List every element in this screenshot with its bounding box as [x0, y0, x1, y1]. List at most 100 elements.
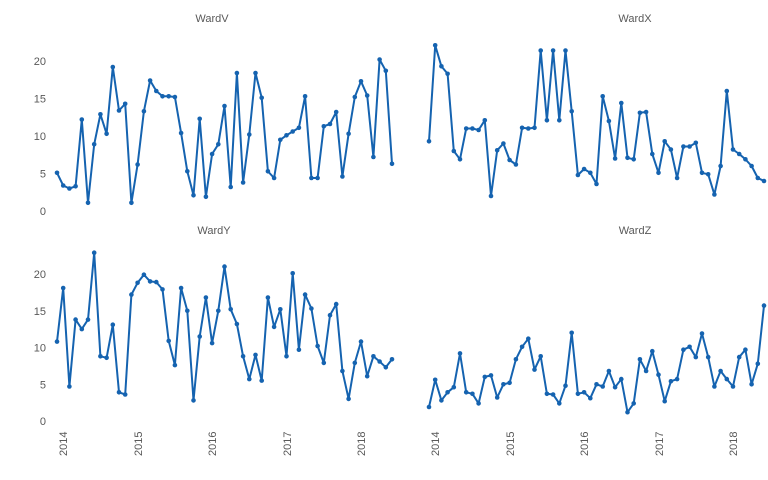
data-point-marker: [160, 287, 165, 292]
data-point-marker: [228, 307, 233, 312]
y-tick-label: 15: [34, 94, 46, 106]
data-point-marker: [687, 344, 692, 350]
data-point-marker: [705, 172, 711, 177]
data-point-marker: [383, 365, 389, 370]
data-point-marker: [563, 48, 568, 53]
y-tick-label: 10: [34, 343, 46, 355]
data-point-marker: [389, 161, 395, 167]
data-point-marker: [488, 373, 494, 378]
data-point-marker: [116, 390, 122, 395]
data-point-marker: [482, 118, 488, 123]
data-point-marker: [526, 336, 531, 342]
data-point-marker: [476, 401, 481, 406]
data-point-marker: [203, 295, 209, 300]
x-tick-label: 2014: [58, 432, 70, 456]
data-point-marker: [581, 166, 587, 172]
data-point-marker: [166, 94, 171, 99]
data-point-marker: [79, 117, 85, 122]
data-point-marker: [557, 401, 562, 406]
data-point-marker: [321, 124, 327, 129]
data-point-marker: [507, 380, 512, 386]
data-point-marker: [730, 147, 736, 152]
data-point-marker: [240, 354, 246, 359]
data-point-marker: [265, 295, 271, 300]
data-point-marker: [98, 354, 103, 359]
data-point-marker: [73, 317, 78, 322]
data-point-marker: [166, 338, 171, 344]
data-point-marker: [216, 308, 221, 314]
data-point-marker: [594, 382, 599, 387]
data-point-marker: [563, 383, 568, 389]
data-point-marker: [191, 398, 196, 403]
data-point-marker: [470, 126, 475, 131]
data-point-marker: [643, 109, 649, 115]
y-tick-label: 20: [34, 56, 46, 68]
data-point-marker: [172, 362, 178, 368]
data-point-marker: [699, 331, 705, 336]
data-point-marker: [216, 142, 221, 147]
data-point-marker: [668, 147, 674, 152]
y-tick-label: 5: [40, 169, 46, 181]
data-point-marker: [612, 384, 618, 390]
panel-title-wardv: WardV: [195, 13, 229, 25]
data-point-marker: [203, 194, 209, 200]
data-point-marker: [253, 70, 258, 76]
data-point-marker: [476, 127, 481, 133]
data-point-marker: [259, 378, 265, 383]
data-point-marker: [284, 354, 289, 359]
data-point-marker: [352, 94, 358, 100]
data-point-marker: [439, 64, 444, 69]
data-point-marker: [85, 200, 91, 206]
data-point-marker: [519, 125, 525, 131]
data-point-marker: [662, 139, 667, 144]
data-point-marker: [681, 144, 686, 149]
data-point-marker: [426, 139, 432, 144]
data-point-marker: [718, 368, 723, 374]
data-point-marker: [507, 157, 512, 163]
data-point-marker: [60, 183, 66, 188]
data-point-marker: [625, 155, 630, 161]
data-point-marker: [643, 368, 649, 374]
data-point-marker: [346, 131, 351, 137]
data-point-marker: [185, 308, 190, 314]
data-point-marker: [147, 78, 153, 83]
x-tick-label: 2016: [579, 432, 591, 456]
data-point-marker: [538, 48, 543, 53]
data-point-marker: [650, 348, 655, 354]
data-point-marker: [432, 377, 438, 383]
panel-wardz: 2014 2015 2016 2017 2018: [426, 303, 767, 456]
data-point-marker: [588, 170, 593, 176]
x-tick-label: 2018: [356, 432, 368, 456]
data-point-marker: [222, 264, 227, 269]
data-point-marker: [346, 396, 351, 402]
data-point-marker: [228, 184, 233, 190]
data-point-marker: [209, 151, 215, 157]
data-point-marker: [761, 178, 767, 184]
x-tick-label: 2014: [430, 432, 442, 456]
x-tick-label: 2018: [728, 432, 740, 456]
data-point-marker: [60, 285, 66, 291]
data-point-marker: [160, 94, 165, 99]
data-point-marker: [234, 70, 240, 76]
data-point-marker: [290, 129, 296, 134]
x-tick-label: 2017: [282, 432, 294, 456]
data-point-marker: [247, 376, 252, 382]
data-point-marker: [588, 395, 593, 401]
data-point-marker: [594, 181, 599, 187]
data-point-marker: [54, 339, 60, 344]
x-tick-label: 2016: [207, 432, 219, 456]
data-point-marker: [278, 307, 283, 312]
data-point-marker: [569, 109, 574, 114]
data-point-marker: [463, 390, 469, 395]
data-point-marker: [141, 272, 147, 278]
panel-wardv: 0 5 10 15 20: [34, 56, 395, 218]
data-point-marker: [674, 376, 680, 382]
data-point-marker: [79, 326, 85, 332]
data-point-marker: [352, 360, 358, 366]
data-point-marker: [122, 392, 128, 397]
data-point-marker: [234, 321, 240, 327]
data-point-marker: [761, 303, 767, 308]
data-point-marker: [668, 379, 674, 384]
data-point-marker: [290, 271, 296, 276]
